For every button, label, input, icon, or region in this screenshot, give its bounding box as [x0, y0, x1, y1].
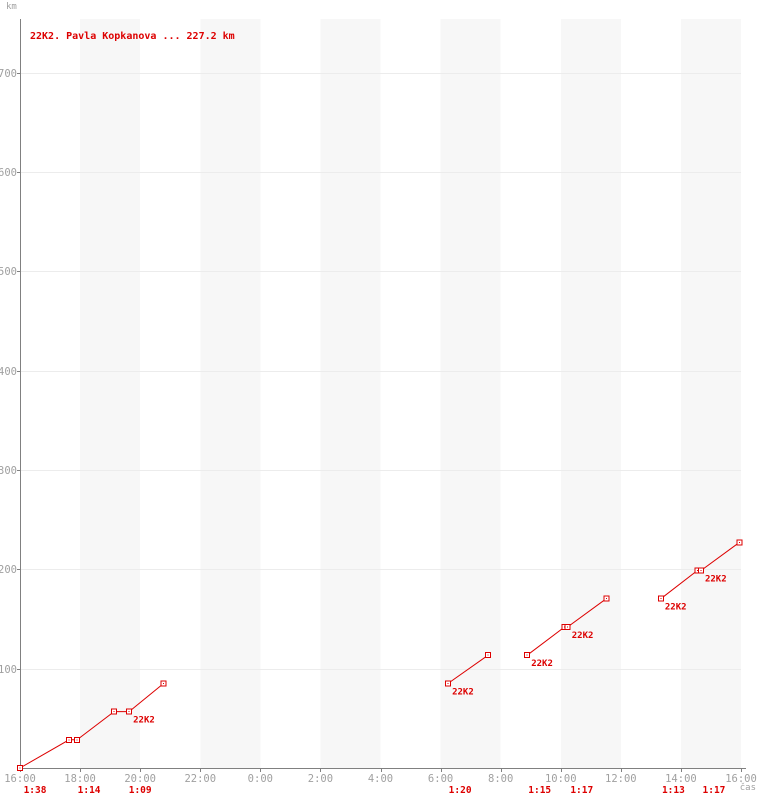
- checkpoint-marker-dot: [487, 654, 489, 656]
- x-axis-unit-label: čas: [739, 783, 756, 793]
- x-tick-label: 14:00: [665, 773, 697, 785]
- progress-line-segment: [19, 683, 165, 769]
- x-tick-label: 0:00: [248, 773, 273, 785]
- runner-bib-label: 22K2: [531, 659, 553, 669]
- chart-title: 22K2. Pavla Kopkanova ... 227.2 km: [30, 31, 235, 42]
- y-axis-unit-label: km: [6, 2, 17, 12]
- time-band: [200, 19, 261, 768]
- time-band: [320, 19, 381, 768]
- lap-time-label: 1:09: [129, 785, 152, 796]
- lap-time-label: 1:13: [662, 785, 685, 796]
- time-band: [440, 19, 501, 768]
- checkpoint-marker-dot: [567, 626, 569, 628]
- checkpoint-marker-dot: [68, 739, 70, 741]
- checkpoint-marker-dot: [163, 682, 165, 684]
- lap-time-label: 1:17: [703, 785, 726, 796]
- y-tick-label: 400: [0, 366, 17, 378]
- checkpoint-marker-dot: [605, 598, 607, 600]
- x-tick-label: 16:00: [725, 773, 757, 785]
- lap-time-label: 1:15: [528, 785, 551, 796]
- time-band: [680, 19, 741, 768]
- checkpoint-marker-dot: [76, 739, 78, 741]
- checkpoint-marker-dot: [660, 598, 662, 600]
- checkpoint-marker-dot: [113, 711, 115, 713]
- x-tick-label: 12:00: [605, 773, 637, 785]
- checkpoint-marker-dot: [700, 570, 702, 571]
- lap-time-label: 1:38: [24, 785, 47, 796]
- y-tick-label: 700: [0, 68, 17, 80]
- x-tick-label: 18:00: [64, 773, 96, 785]
- checkpoint-marker-dot: [739, 541, 740, 543]
- x-tick-label: 2:00: [308, 773, 333, 785]
- runner-bib-label: 22K2: [133, 716, 155, 726]
- y-tick-label: 500: [0, 266, 17, 278]
- progress-line-segment: [447, 654, 489, 684]
- y-tick-label: 600: [0, 167, 17, 179]
- checkpoint-marker-dot: [447, 682, 449, 684]
- lap-time-label: 1:14: [78, 785, 101, 796]
- checkpoint-marker-dot: [696, 570, 698, 571]
- lap-time-label: 1:17: [570, 785, 593, 796]
- x-tick-label: 4:00: [368, 773, 393, 785]
- checkpoint-marker-dot: [128, 711, 130, 713]
- time-band: [80, 19, 141, 768]
- runner-bib-label: 22K2: [665, 603, 687, 613]
- x-tick-label: 10:00: [545, 773, 577, 785]
- y-tick-label: 200: [0, 564, 17, 576]
- lap-time-label: 1:20: [449, 785, 472, 796]
- y-tick-label: 300: [0, 465, 17, 477]
- x-tick-label: 16:00: [4, 773, 36, 785]
- checkpoint-marker-dot: [526, 654, 528, 656]
- runner-bib-label: 22K2: [705, 575, 727, 585]
- time-band: [560, 19, 621, 768]
- x-tick-label: 6:00: [428, 773, 453, 785]
- runner-bib-label: 22K2: [572, 631, 594, 641]
- x-tick-label: 20:00: [124, 773, 156, 785]
- runner-bib-label: 22K2: [452, 687, 474, 697]
- x-tick-label: 22:00: [184, 773, 216, 785]
- checkpoint-marker-dot: [19, 767, 21, 769]
- x-tick-label: 8:00: [488, 773, 513, 785]
- y-tick-label: 100: [0, 664, 17, 676]
